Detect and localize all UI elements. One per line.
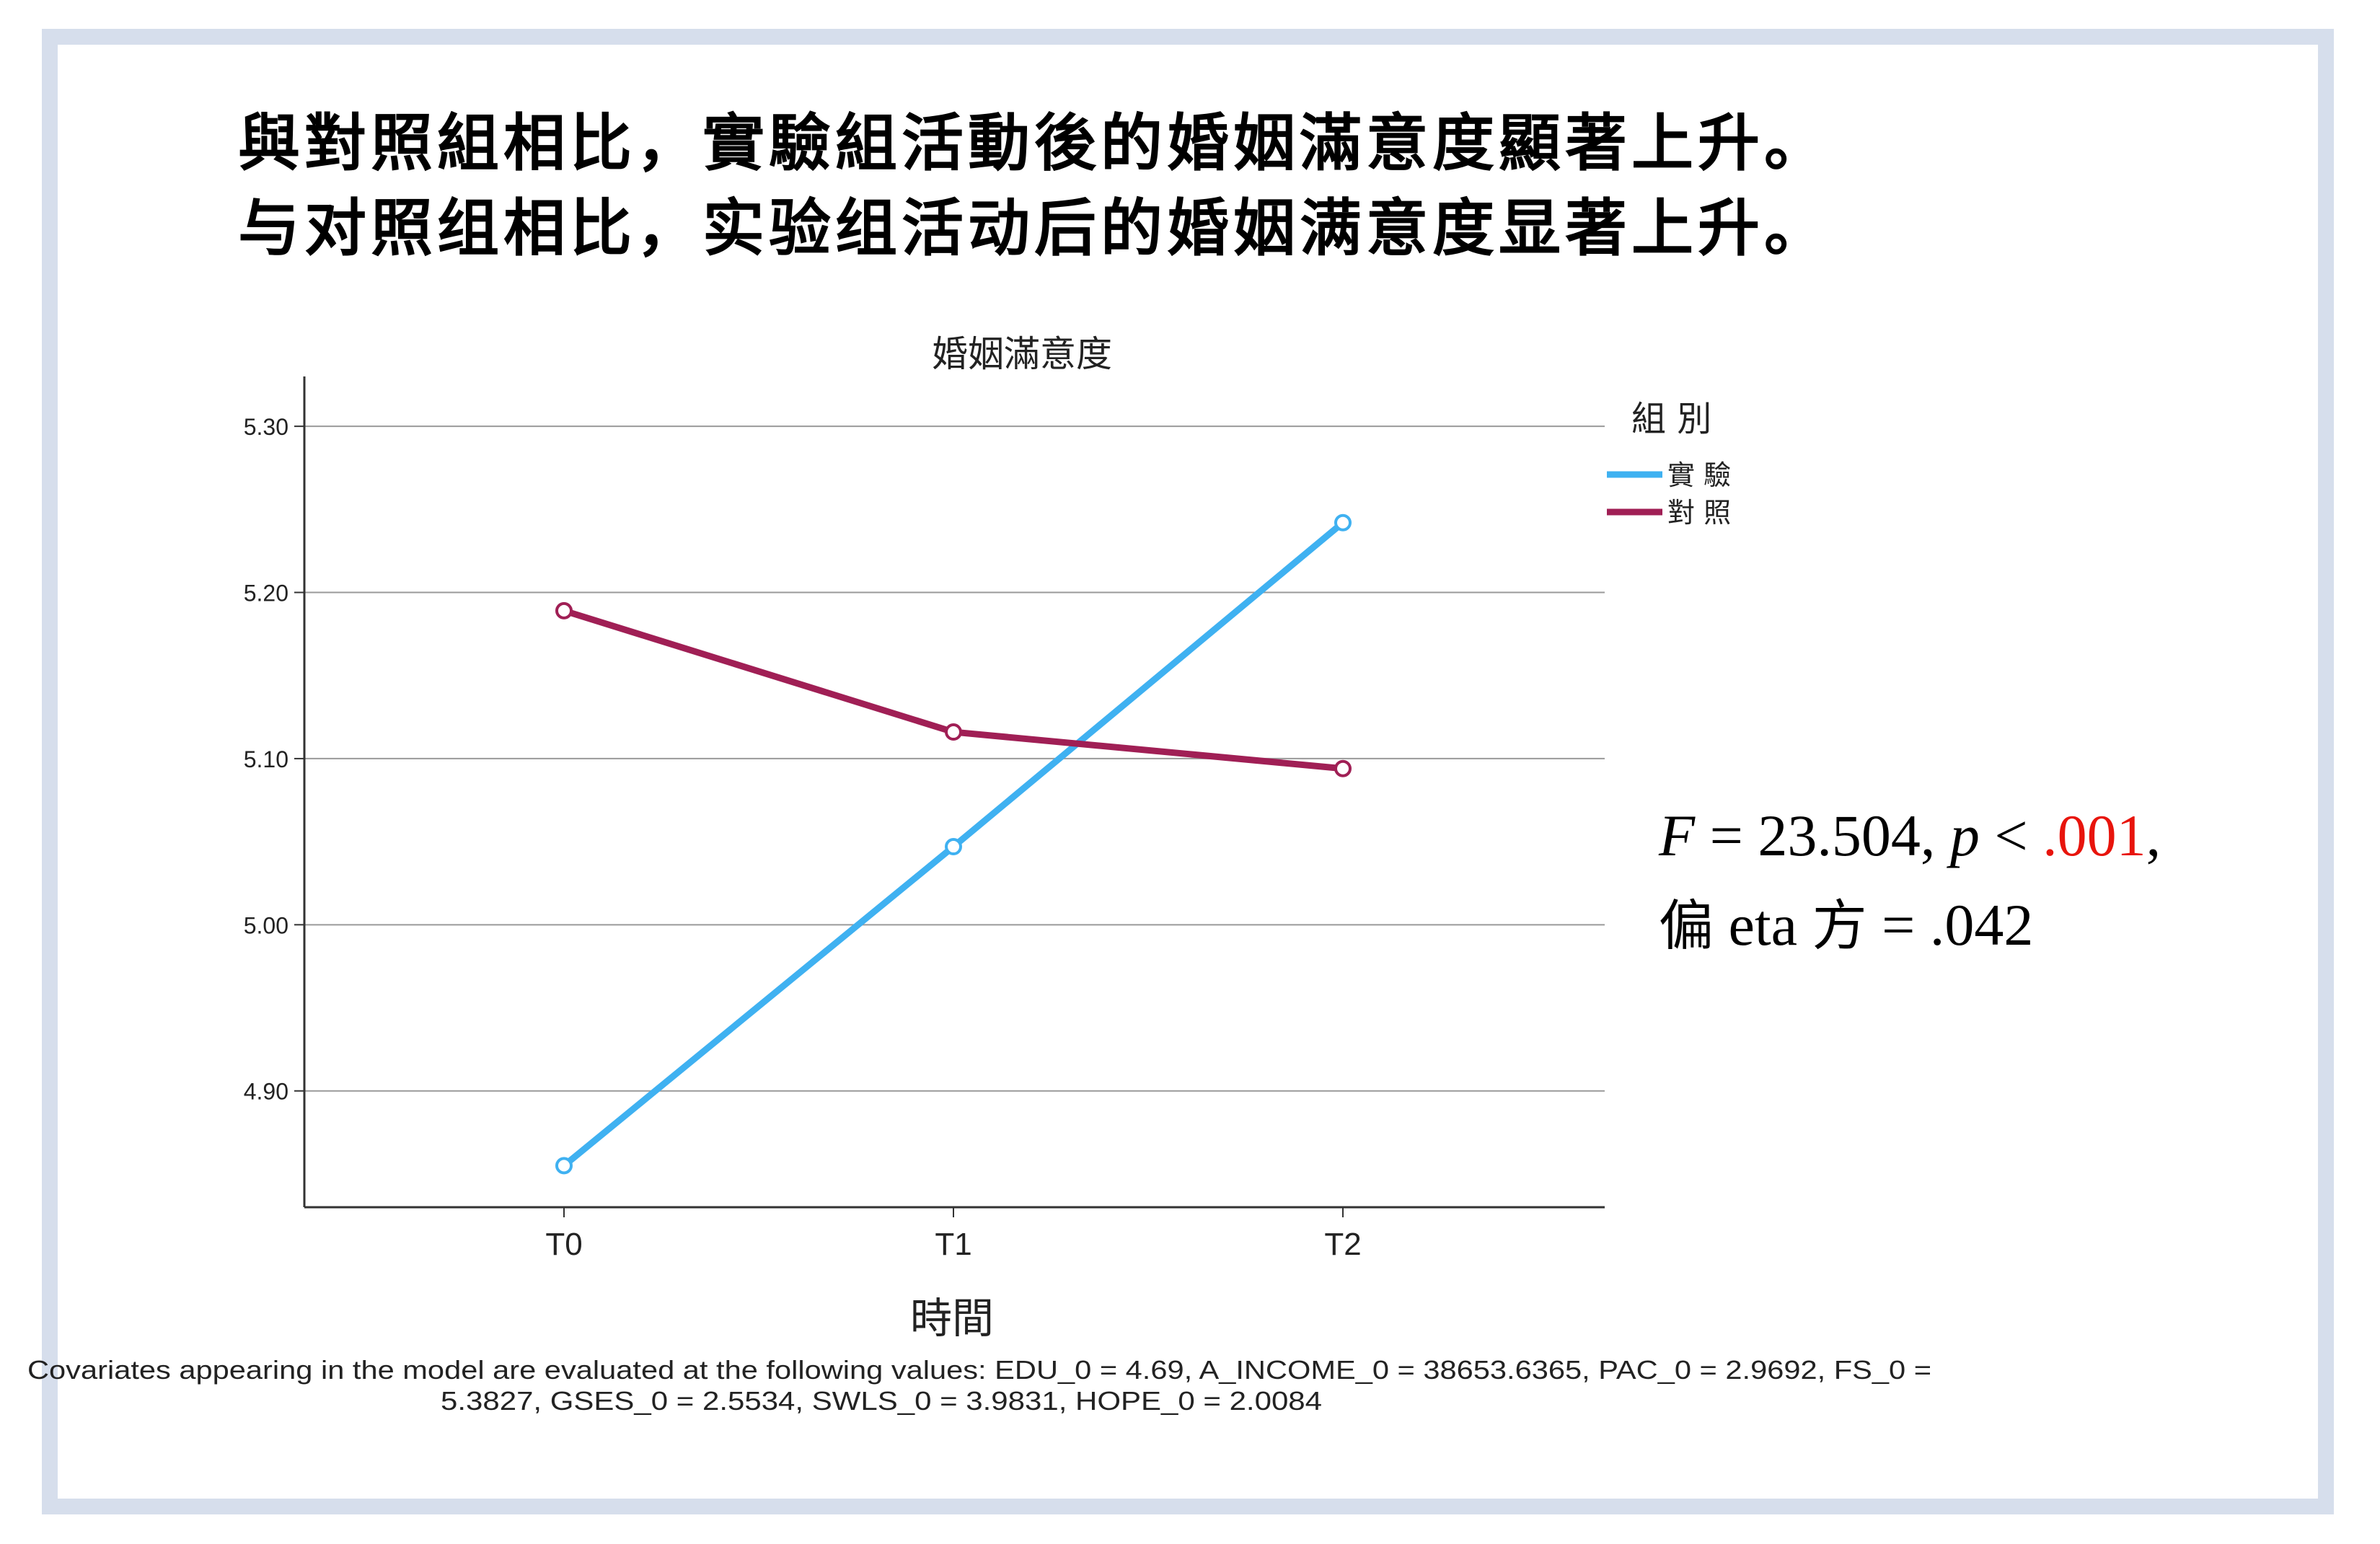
y-tick-label: 5.20 bbox=[244, 581, 288, 606]
headline-simplified: 与对照组相比，实验组活动后的婚姻满意度显著上升。 bbox=[238, 192, 1830, 265]
y-tick-label: 5.30 bbox=[244, 414, 288, 440]
chart-title: 婚姻滿意度 bbox=[932, 333, 1112, 375]
f-statistic: F = 23.504, p < .001, bbox=[1659, 802, 2161, 870]
legend-label: 對 照 bbox=[1667, 497, 1731, 529]
y-tick-label: 5.10 bbox=[244, 746, 288, 772]
eta-suffix: 方 bbox=[1812, 894, 1867, 958]
data-point bbox=[1334, 759, 1352, 777]
grid-lines bbox=[304, 425, 1605, 1092]
x-tick-label: T2 bbox=[1324, 1227, 1361, 1262]
data-point bbox=[555, 601, 573, 619]
series-lines bbox=[555, 513, 1352, 1175]
data-point bbox=[945, 838, 962, 856]
series-line-2 bbox=[560, 607, 1347, 772]
data-point bbox=[1334, 513, 1352, 531]
slide-frame bbox=[42, 29, 2334, 1514]
legend: 組 別 實 驗對 照 bbox=[1607, 399, 1731, 529]
x-tick-label: T0 bbox=[545, 1227, 582, 1262]
p-value: .001 bbox=[2042, 803, 2146, 868]
eta-value: = .042 bbox=[1866, 892, 2034, 958]
f-symbol: F bbox=[1659, 803, 1696, 868]
legend-label: 實 驗 bbox=[1667, 459, 1731, 491]
covariate-note-line-2: 5.3827, GSES_0 = 2.5534, SWLS_0 = 3.9831… bbox=[441, 1386, 1322, 1416]
legend-title: 組 別 bbox=[1631, 399, 1711, 439]
x-tick-label: T1 bbox=[935, 1227, 971, 1262]
p-symbol: p bbox=[1949, 803, 1980, 868]
partial-eta-squared: 偏 eta 方 = .042 bbox=[1659, 881, 2033, 961]
covariate-note-line-1: Covariates appearing in the model are ev… bbox=[27, 1355, 1931, 1385]
p-less-than: < bbox=[1979, 803, 2043, 868]
y-tick-label: 5.00 bbox=[244, 912, 288, 938]
headline-traditional: 與對照組相比，實驗組活動後的婚姻滿意度顯著上升。 bbox=[238, 107, 1830, 180]
data-point bbox=[945, 723, 962, 741]
y-axis-ticks: 4.90 5.00 5.10 5.20 5.30 bbox=[244, 414, 304, 1105]
trailing-comma: , bbox=[2146, 803, 2161, 868]
y-tick-label: 4.90 bbox=[244, 1079, 288, 1105]
eta-word: eta bbox=[1714, 892, 1812, 958]
data-point bbox=[555, 1157, 573, 1175]
x-axis-label: 時間 bbox=[910, 1294, 994, 1343]
eta-prefix: 偏 bbox=[1659, 894, 1714, 958]
x-axis-ticks: T0 T1 T2 bbox=[545, 1207, 1362, 1262]
f-value: = 23.504, bbox=[1695, 803, 1950, 868]
